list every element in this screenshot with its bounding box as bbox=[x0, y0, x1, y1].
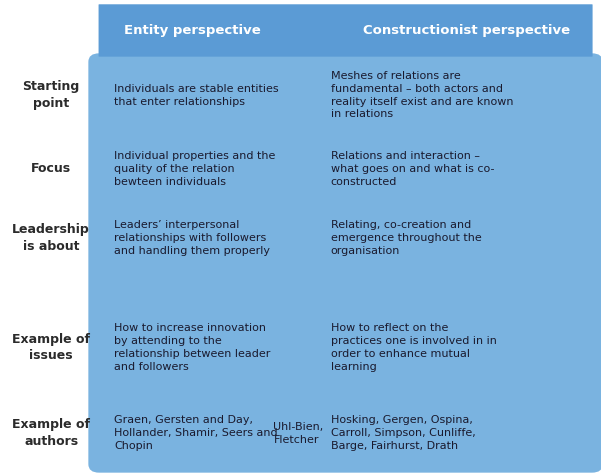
Text: Relating, co-creation and
emergence throughout the
organisation: Relating, co-creation and emergence thro… bbox=[331, 220, 481, 256]
Text: How to reflect on the
practices one is involved in in
order to enhance mutual
le: How to reflect on the practices one is i… bbox=[331, 323, 496, 372]
Text: Individual properties and the
quality of the relation
bewteen individuals: Individual properties and the quality of… bbox=[114, 151, 276, 187]
Text: Example of
issues: Example of issues bbox=[12, 333, 90, 362]
Text: Entity perspective: Entity perspective bbox=[124, 24, 261, 37]
Text: How to increase innovation
by attending to the
relationship between leader
and f: How to increase innovation by attending … bbox=[114, 323, 270, 372]
Text: Meshes of relations are
fundamental – both actors and
reality itself exist and a: Meshes of relations are fundamental – bo… bbox=[331, 71, 513, 119]
FancyBboxPatch shape bbox=[99, 4, 593, 57]
Text: Focus: Focus bbox=[31, 162, 71, 176]
Text: Graen, Gersten and Day,
Hollander, Shamir, Seers and
Chopin: Graen, Gersten and Day, Hollander, Shami… bbox=[114, 416, 278, 451]
Text: Uhl-Bien,
Fletcher: Uhl-Bien, Fletcher bbox=[273, 422, 324, 445]
Text: Individuals are stable entities
that enter relationships: Individuals are stable entities that ent… bbox=[114, 84, 279, 107]
Text: Starting
point: Starting point bbox=[22, 80, 80, 110]
Text: Example of
authors: Example of authors bbox=[12, 418, 90, 448]
Text: Relations and interaction –
what goes on and what is co-
constructed: Relations and interaction – what goes on… bbox=[331, 151, 494, 187]
FancyBboxPatch shape bbox=[88, 53, 601, 473]
Text: Leadership
is about: Leadership is about bbox=[12, 223, 90, 253]
Text: Leaders’ interpersonal
relationships with followers
and handling them properly: Leaders’ interpersonal relationships wit… bbox=[114, 220, 270, 256]
Text: Constructionist perspective: Constructionist perspective bbox=[363, 24, 570, 37]
Text: Hosking, Gergen, Ospina,
Carroll, Simpson, Cunliffe,
Barge, Fairhurst, Drath: Hosking, Gergen, Ospina, Carroll, Simpso… bbox=[331, 416, 475, 451]
